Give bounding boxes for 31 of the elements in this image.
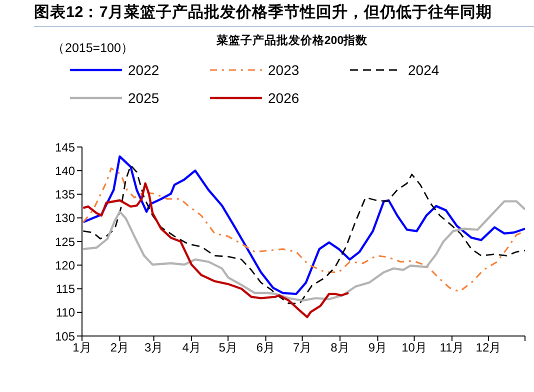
y-tick-label: 120	[54, 258, 76, 272]
legend-label: 2025	[128, 90, 160, 106]
y-tick-label: 125	[54, 234, 76, 249]
y-tick-label: 115	[56, 282, 76, 296]
x-tick-label: 10月	[402, 340, 427, 355]
y-tick-label: 140	[54, 164, 76, 178]
legend-label: 2026	[268, 90, 300, 106]
y-tick-label: 135	[54, 188, 76, 202]
line-series	[82, 200, 525, 302]
x-tick-label: 7月	[292, 340, 312, 355]
x-tick-label: 2月	[110, 340, 130, 355]
x-tick-label: 3月	[144, 340, 164, 355]
y-tick-label: 110	[56, 306, 76, 320]
x-tick-label: 5月	[218, 340, 238, 355]
legend-label: 2022	[128, 62, 160, 78]
y-tick-label: 145	[54, 140, 76, 154]
chart-subtitle: 菜篮子产品批发价格200指数	[216, 35, 368, 47]
x-tick-label: 6月	[256, 340, 276, 355]
y-tick-label: 105	[54, 329, 76, 344]
y-tick-label: 130	[54, 211, 76, 226]
line-series	[82, 182, 350, 318]
chart-title: 图表12：7月菜篮子产品批发价格季节性回升，但仍低于往年同期	[34, 2, 534, 27]
text: （2015=100）	[52, 40, 134, 57]
x-tick-label: 9月	[368, 340, 388, 355]
x-tick-label: 8月	[330, 340, 350, 355]
x-tick-label: 4月	[182, 340, 201, 355]
x-tick-label: 11月	[440, 340, 464, 355]
legend-label: 2024	[408, 62, 440, 78]
legend-label: 2023	[268, 62, 300, 78]
x-tick-label: 12月	[476, 340, 502, 355]
x-tick-label: 1月	[72, 340, 92, 355]
